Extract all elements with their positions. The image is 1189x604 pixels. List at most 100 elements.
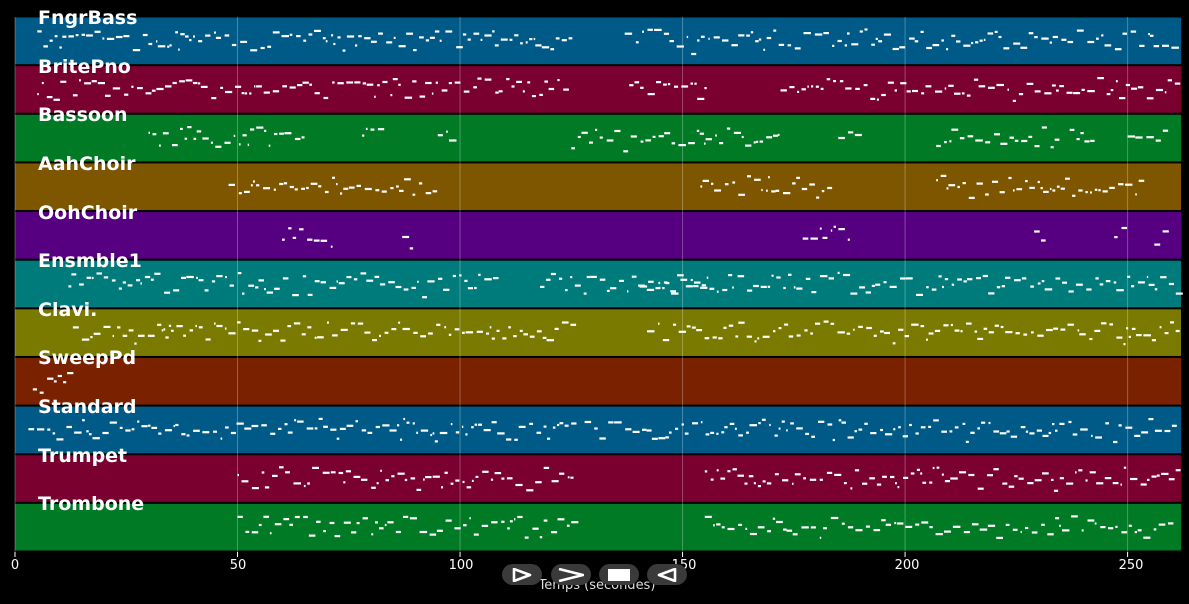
note-mark (862, 482, 868, 485)
note-mark (741, 135, 744, 139)
note-mark (754, 178, 761, 181)
note-mark (336, 183, 338, 186)
note-mark (905, 277, 913, 280)
note-mark (1146, 136, 1154, 139)
note-mark (1094, 188, 1098, 191)
note-mark (393, 36, 396, 39)
note-mark (224, 34, 230, 37)
note-mark (761, 188, 763, 192)
note-mark (1068, 420, 1072, 424)
note-mark (355, 44, 358, 47)
note-mark (332, 334, 338, 337)
note-mark (284, 423, 288, 426)
stop-icon (608, 568, 630, 581)
note-mark (156, 40, 158, 43)
note-mark (1014, 279, 1021, 282)
note-mark (74, 431, 82, 434)
note-mark (688, 142, 695, 145)
note-mark (850, 487, 853, 490)
note-mark (550, 48, 555, 51)
note-mark (336, 437, 340, 440)
note-mark (830, 516, 839, 520)
note-mark (691, 52, 697, 56)
note-mark (409, 517, 417, 520)
note-mark (478, 273, 481, 276)
note-mark (375, 189, 380, 192)
note-mark (1021, 139, 1028, 143)
note-mark (826, 78, 831, 81)
note-mark (570, 276, 573, 279)
note-mark (250, 184, 253, 187)
track-row (15, 163, 1181, 211)
note-mark (780, 89, 787, 92)
note-mark (935, 90, 943, 93)
note-mark (490, 478, 494, 481)
note-mark (141, 425, 148, 428)
note-mark (887, 81, 894, 84)
note-mark (364, 331, 371, 334)
note-mark (731, 44, 738, 47)
track-label: Ensmble1 (38, 250, 142, 273)
note-mark (175, 423, 179, 427)
note-mark (248, 284, 255, 287)
note-mark (375, 425, 380, 429)
note-mark (1153, 45, 1160, 48)
note-mark (439, 431, 448, 435)
note-mark (1049, 187, 1052, 191)
note-mark (881, 519, 886, 522)
stop-button[interactable] (599, 564, 639, 585)
note-mark (1041, 280, 1045, 283)
note-mark (396, 185, 399, 188)
rewind-button[interactable] (647, 564, 687, 585)
note-mark (242, 292, 245, 295)
note-mark (543, 425, 547, 428)
note-mark (216, 275, 223, 278)
note-mark (79, 79, 81, 82)
note-mark (454, 527, 461, 530)
note-mark (718, 337, 723, 340)
note-mark (285, 471, 290, 474)
note-mark (814, 33, 823, 36)
note-mark (746, 335, 752, 338)
note-mark (41, 81, 44, 85)
track-band (15, 455, 1181, 502)
note-mark (1118, 424, 1122, 427)
note-mark (1137, 86, 1144, 89)
note-mark (274, 132, 278, 136)
note-mark (987, 474, 993, 477)
note-mark (432, 190, 438, 193)
note-mark (28, 428, 35, 431)
play-button[interactable] (502, 564, 542, 585)
note-mark (1026, 82, 1034, 85)
note-mark (399, 189, 404, 192)
note-mark (416, 431, 419, 434)
note-mark (1068, 290, 1074, 293)
note-mark (465, 331, 474, 334)
note-mark (474, 423, 478, 426)
note-mark (988, 421, 991, 425)
note-mark (525, 41, 528, 44)
note-mark (655, 287, 659, 290)
note-group (237, 515, 1174, 539)
note-mark (788, 273, 792, 276)
note-mark (848, 131, 854, 134)
note-mark (847, 32, 850, 35)
note-mark (763, 48, 766, 51)
note-mark (796, 334, 801, 337)
note-mark (400, 438, 403, 441)
track-label: Trombone (38, 493, 145, 516)
note-mark (753, 482, 756, 485)
note-mark (1089, 337, 1093, 341)
note-mark (157, 45, 166, 48)
note-mark (708, 37, 710, 40)
note-mark (250, 49, 258, 52)
note-mark (263, 515, 269, 518)
fast-forward-button[interactable] (551, 564, 591, 585)
note-mark (915, 523, 920, 526)
note-mark (1154, 243, 1161, 246)
note-mark (362, 517, 368, 520)
note-mark (439, 39, 442, 42)
note-mark (57, 374, 62, 378)
note-mark (272, 31, 280, 34)
note-mark (819, 536, 822, 539)
